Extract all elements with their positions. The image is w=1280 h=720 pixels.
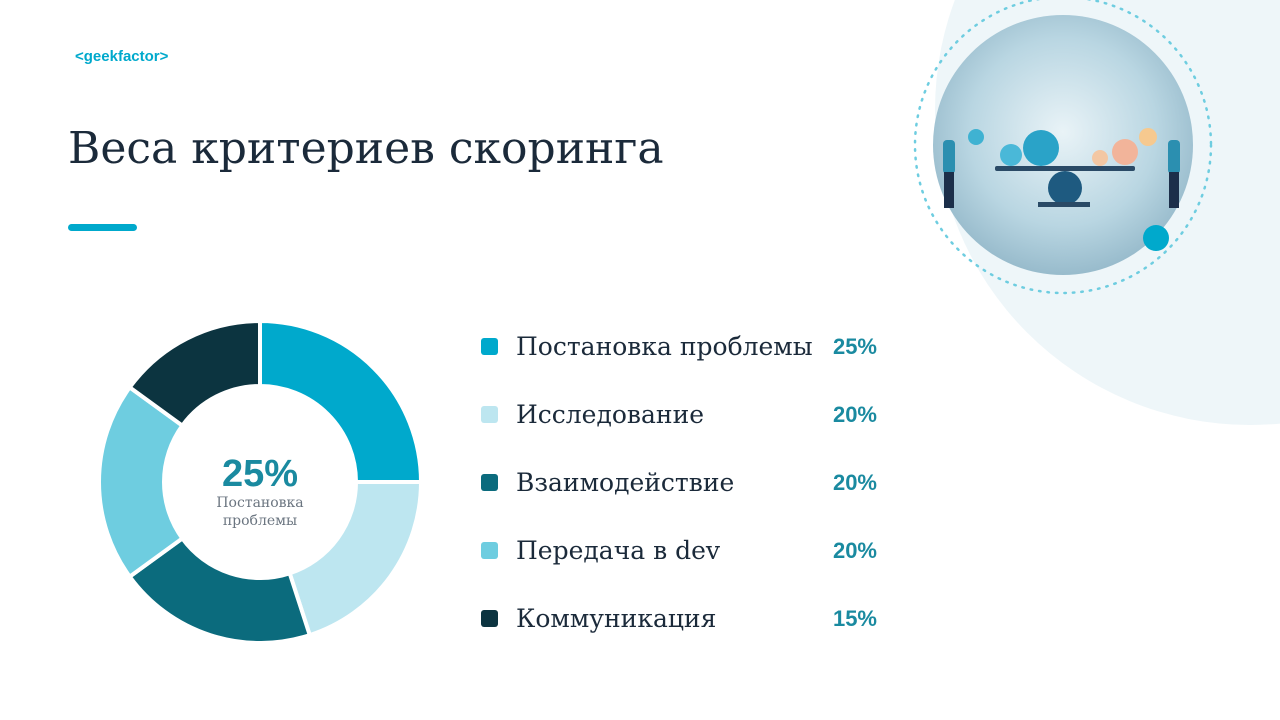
legend-swatch: [481, 474, 498, 491]
title-underline: [68, 224, 137, 231]
legend-label: Постановка проблемы: [516, 332, 813, 361]
legend-swatch: [481, 610, 498, 627]
illustration: [933, 15, 1193, 275]
donut-segment: [97, 384, 186, 580]
donut-segment: [258, 318, 424, 484]
decor-dot: [1143, 225, 1169, 251]
center-label: Постановка проблемы: [216, 495, 304, 529]
legend-swatch: [481, 338, 498, 355]
legend-label: Исследование: [516, 400, 704, 429]
legend-label: Взаимодействие: [516, 468, 734, 497]
logo: <geekfactor>: [75, 48, 169, 65]
legend-value: 25%: [833, 334, 877, 359]
legend-swatch: [481, 406, 498, 423]
legend-value: 15%: [833, 606, 877, 631]
legend-value: 20%: [833, 470, 877, 495]
decor-ring: [913, 0, 1213, 295]
legend-value: 20%: [833, 538, 877, 563]
donut-segment: [287, 480, 424, 638]
center-value: 25%: [222, 453, 298, 495]
illustration-scene: [943, 128, 1180, 208]
legend-label: Коммуникация: [516, 604, 716, 633]
legend-value: 20%: [833, 402, 877, 427]
donut-segment: [126, 535, 313, 645]
donut-segment: [126, 318, 262, 429]
legend: Постановка проблемы 25% Исследование 20% Вза…: [481, 332, 877, 633]
donut-chart: [97, 318, 424, 645]
legend-label: Передача в dev: [516, 536, 721, 565]
legend-swatch: [481, 542, 498, 559]
center-label-box: Постановка проблемы: [216, 495, 304, 529]
chart-title: Веса критериев скоринга: [68, 123, 664, 174]
